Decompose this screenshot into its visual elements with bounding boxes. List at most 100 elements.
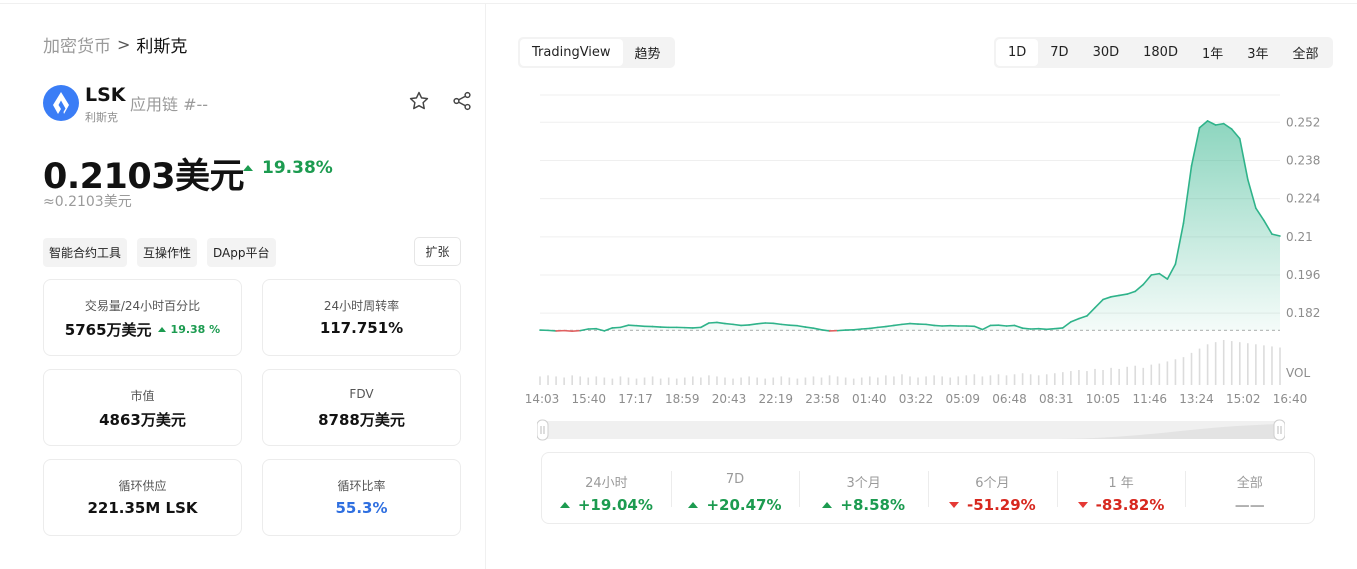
- y-tick-label: 0.238: [1286, 153, 1320, 167]
- volume-bar: [989, 375, 992, 385]
- breadcrumb-separator: >: [117, 35, 131, 54]
- x-tick-label: 03:22: [899, 392, 934, 406]
- price-line-segment: [981, 324, 992, 331]
- range-1y[interactable]: 1年: [1201, 47, 1224, 62]
- up-arrow-icon: [688, 502, 699, 508]
- tab-trend[interactable]: 趋势: [634, 47, 661, 62]
- price-line-segment: [651, 325, 662, 328]
- performance-summary: 24小时 +19.04% 7D +20.47% 3个月 +8.58% 6个月 -…: [541, 452, 1315, 524]
- volume-bar: [1214, 342, 1217, 385]
- y-tick-label: 0.224: [1286, 192, 1320, 206]
- tag-dapp-platform[interactable]: DApp平台: [207, 238, 276, 267]
- x-tick-label: 06:48: [992, 392, 1027, 406]
- price-line-segment: [1102, 296, 1112, 301]
- breadcrumb-parent-link[interactable]: 加密货币: [43, 37, 111, 57]
- current-price: 0.2103美元: [43, 157, 245, 197]
- volume-bar: [1247, 343, 1249, 385]
- stat-label: 循环供应: [118, 479, 167, 493]
- range-3y[interactable]: 3年: [1247, 47, 1269, 62]
- price-chart[interactable]: 0.252 0.238 0.224 0.21 0.196 0.182 VOL 14:03 15:…: [520, 80, 1320, 410]
- tab-tradingview[interactable]: TradingView: [520, 39, 623, 66]
- price-line-segment: [1263, 219, 1273, 235]
- perf-value-text: +8.58%: [840, 496, 905, 514]
- tag-interoperability[interactable]: 互操作性: [137, 238, 198, 267]
- price-line-segment: [852, 328, 863, 331]
- range-30d[interactable]: 30D: [1092, 45, 1120, 60]
- volume-bar: [1142, 367, 1145, 385]
- x-tick-label: 22:19: [758, 392, 793, 406]
- stat-label: 循环比率: [337, 479, 386, 493]
- tag-smart-contract[interactable]: 智能合约工具: [43, 238, 128, 267]
- stat-card-market-cap: 市值 4863万美元: [43, 369, 242, 446]
- chart-range-slider[interactable]: [537, 418, 1285, 442]
- range-7d[interactable]: 7D: [1050, 45, 1069, 60]
- volume-bar: [764, 378, 767, 385]
- perf-value: ——: [1185, 496, 1314, 514]
- volume-bar: [1021, 373, 1024, 385]
- volume-bar: [1134, 365, 1137, 385]
- volume-bar: [579, 376, 582, 385]
- price-area: [540, 120, 1280, 331]
- range-1d[interactable]: 1D: [996, 39, 1039, 66]
- volume-bar: [611, 378, 614, 385]
- coin-name: 利斯克: [85, 111, 118, 124]
- slider-handle-right[interactable]: [1273, 419, 1285, 441]
- price-line-segment: [860, 327, 871, 330]
- price-line-segment: [1271, 233, 1281, 237]
- star-icon[interactable]: [408, 90, 430, 112]
- x-tick-label: 23:58: [805, 392, 840, 406]
- volume-bar: [1126, 366, 1128, 385]
- volume-bar: [812, 376, 815, 385]
- price-line-segment: [1222, 122, 1233, 130]
- price-approx: ≈0.2103美元: [43, 194, 132, 210]
- perf-7d: 7D +20.47%: [670, 453, 800, 523]
- perf-6m: 6个月 -51.29%: [928, 453, 1057, 523]
- volume-bar: [555, 376, 557, 385]
- perf-3m: 3个月 +8.58%: [799, 453, 928, 523]
- volume-bar: [1255, 344, 1257, 385]
- volume-bar: [571, 375, 573, 385]
- volume-bar: [627, 377, 630, 385]
- volume-bar: [1013, 374, 1016, 385]
- price-line-segment: [812, 327, 823, 331]
- volume-bar: [1279, 347, 1281, 385]
- volume-bar: [756, 377, 758, 385]
- range-180d[interactable]: 180D: [1143, 45, 1178, 60]
- volume-bar: [820, 377, 823, 385]
- volume-bar: [877, 377, 879, 385]
- volume-bar: [844, 377, 847, 385]
- coin-header: LSK 利斯克 应用链 #--: [43, 84, 473, 124]
- up-arrow-icon: [243, 165, 253, 171]
- panel-divider: [485, 4, 486, 569]
- volume-bar: [643, 377, 646, 385]
- price-line-segment: [627, 324, 638, 327]
- range-all[interactable]: 全部: [1292, 47, 1319, 62]
- price-line-segment: [1086, 306, 1096, 317]
- price-line-segment: [893, 323, 903, 327]
- breadcrumb: 加密货币 > 利斯克: [43, 32, 187, 57]
- x-tick-label: 17:17: [618, 392, 653, 406]
- x-tick-label: 13:24: [1179, 392, 1214, 406]
- price-change: 19.38%: [243, 158, 333, 178]
- price-line-segment: [1247, 178, 1257, 209]
- stat-value: 5765万美元 19.38 %: [44, 319, 241, 340]
- volume-value: 5765万美元: [64, 321, 152, 339]
- expand-button[interactable]: 扩张: [414, 237, 461, 266]
- x-tick-label: 08:31: [1039, 392, 1074, 406]
- volume-bar: [547, 375, 549, 385]
- volume-bar: [1029, 374, 1032, 385]
- price-line-segment: [820, 329, 831, 332]
- x-tick-label: 05:09: [945, 392, 980, 406]
- price-line-segment: [547, 329, 557, 332]
- stat-card-circulating-ratio: 循环比率 55.3%: [262, 459, 461, 536]
- price-line-segment: [571, 329, 582, 332]
- perf-1y: 1 年 -83.82%: [1056, 453, 1186, 523]
- price-line-segment: [1150, 272, 1161, 276]
- volume-change-value: 19.38 %: [170, 323, 221, 336]
- x-tick-label: 11:46: [1132, 392, 1167, 406]
- price-line-segment: [635, 324, 646, 328]
- share-icon[interactable]: [451, 90, 473, 112]
- volume-bar: [1174, 359, 1177, 385]
- price-line-segment: [740, 324, 750, 327]
- slider-handle-left[interactable]: [537, 419, 549, 441]
